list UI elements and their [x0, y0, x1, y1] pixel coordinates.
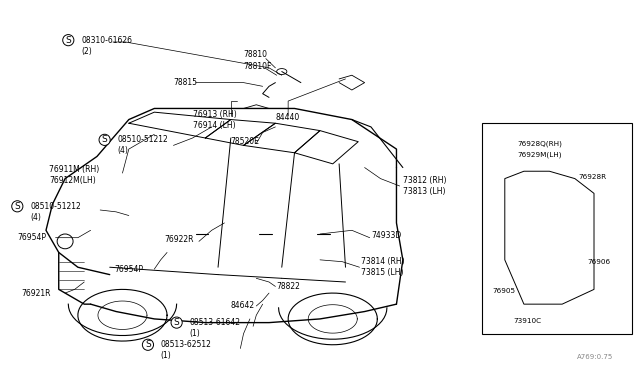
Text: (4): (4)	[117, 147, 128, 155]
Text: 78815: 78815	[173, 78, 197, 87]
Text: 08510-51212: 08510-51212	[30, 202, 81, 211]
Text: 76922R: 76922R	[164, 235, 193, 244]
Text: 73910C: 73910C	[513, 318, 541, 324]
Bar	[483, 123, 632, 334]
Text: 76914 (LH): 76914 (LH)	[193, 121, 235, 129]
Text: 73814 (RH): 73814 (RH)	[362, 257, 405, 266]
Text: A769:0.75: A769:0.75	[577, 353, 613, 359]
Text: 76954P: 76954P	[115, 264, 144, 273]
Text: 08310-61626: 08310-61626	[81, 36, 132, 45]
Text: S: S	[173, 318, 179, 327]
Text: 78810F: 78810F	[244, 61, 272, 71]
Text: 78822: 78822	[276, 282, 301, 291]
Text: 73815 (LH): 73815 (LH)	[362, 268, 404, 277]
Text: 84440: 84440	[275, 113, 300, 122]
Text: 76913 (RH): 76913 (RH)	[193, 109, 236, 119]
Text: 76921R: 76921R	[22, 289, 51, 298]
Text: 76929M(LH): 76929M(LH)	[518, 151, 562, 158]
Text: 08513-61642: 08513-61642	[189, 318, 241, 327]
Text: (1): (1)	[189, 329, 200, 338]
Text: (1): (1)	[161, 351, 172, 360]
Text: 84642: 84642	[231, 301, 255, 311]
Text: 73812 (RH): 73812 (RH)	[403, 176, 446, 185]
Text: (4): (4)	[30, 213, 41, 222]
Text: 78520E: 78520E	[231, 137, 260, 146]
Text: (2): (2)	[81, 47, 92, 56]
Text: 76905: 76905	[492, 288, 515, 294]
Text: 76928R: 76928R	[578, 174, 606, 180]
Text: S: S	[65, 36, 71, 45]
Text: 76906: 76906	[588, 259, 611, 265]
Text: S: S	[145, 340, 151, 349]
Text: 74933D: 74933D	[371, 231, 401, 240]
Text: 08510-51212: 08510-51212	[117, 135, 168, 144]
Text: 76912M(LH): 76912M(LH)	[49, 176, 96, 185]
Text: 73813 (LH): 73813 (LH)	[403, 187, 445, 196]
Text: 78810: 78810	[244, 51, 268, 60]
Text: 76911M (RH): 76911M (RH)	[49, 165, 99, 174]
Text: 76954P: 76954P	[17, 233, 46, 242]
Text: 08513-62512: 08513-62512	[161, 340, 212, 349]
Text: 76928Q(RH): 76928Q(RH)	[518, 140, 563, 147]
Text: S: S	[102, 135, 108, 144]
Text: S: S	[15, 202, 20, 211]
